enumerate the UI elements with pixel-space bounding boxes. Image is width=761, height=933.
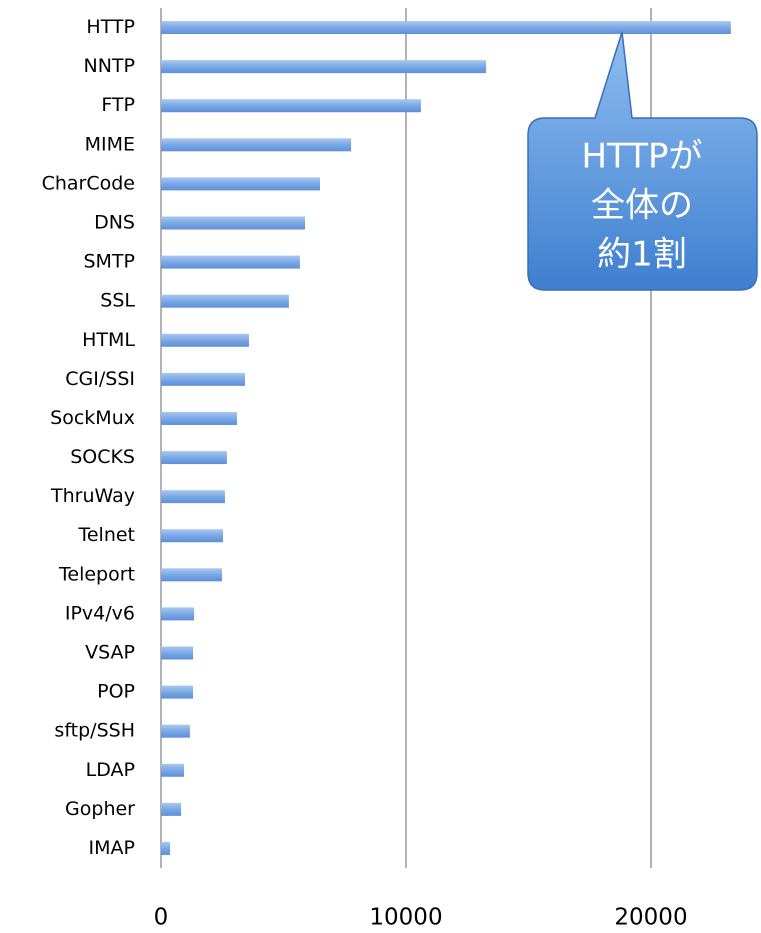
bar [161,451,227,465]
annotation: HTTPが [581,137,702,177]
y-tick-label: FTP [101,94,135,116]
bar [161,411,237,425]
y-tick-label: sftp/SSH [54,720,135,742]
y-tick-label: IPv4/v6 [65,602,135,624]
bar [161,724,190,738]
y-tick-label: LDAP [86,759,135,781]
bar [161,60,487,74]
bar [161,841,171,855]
annotation: 約1割 [597,235,687,275]
bar [161,685,194,699]
bar [161,255,300,269]
y-tick-label: SMTP [83,251,135,273]
bar [161,802,182,816]
y-tick-label: CGI/SSI [65,368,135,390]
y-tick-label: VSAP [85,642,135,664]
y-tick-label: HTML [82,329,135,351]
bar [161,99,421,113]
y-tick-label: CharCode [42,172,135,194]
bar [161,529,223,543]
x-tick-label: 0 [154,905,169,931]
bar [161,216,306,230]
y-tick-label: Gopher [65,798,135,820]
bar [161,177,321,191]
annotation: 全体の [591,186,693,226]
callout [527,31,758,291]
y-tick-label: POP [97,681,135,703]
bar [161,333,249,347]
bar [161,372,246,386]
bar [161,763,185,777]
y-tick-label: NNTP [84,55,136,77]
y-tick-label: SockMux [50,407,135,429]
bar [161,294,289,308]
y-tick-label: DNS [94,212,135,234]
x-tick-label: 10000 [369,905,442,931]
bar [161,138,352,152]
y-tick-label: HTTP [86,16,135,38]
y-tick-label: MIME [85,133,135,155]
y-tick-label: Teleport [58,563,135,585]
y-tick-label: ThruWay [50,485,135,507]
bar [161,607,195,621]
y-tick-label: IMAP [89,837,135,859]
bar [161,21,731,35]
y-tick-label: SSL [100,290,135,312]
bar [161,490,225,504]
y-tick-label: Telnet [77,524,135,546]
bar [161,568,223,582]
y-tick-label: SOCKS [70,446,135,468]
bar [161,646,194,660]
x-tick-label: 20000 [614,905,687,931]
